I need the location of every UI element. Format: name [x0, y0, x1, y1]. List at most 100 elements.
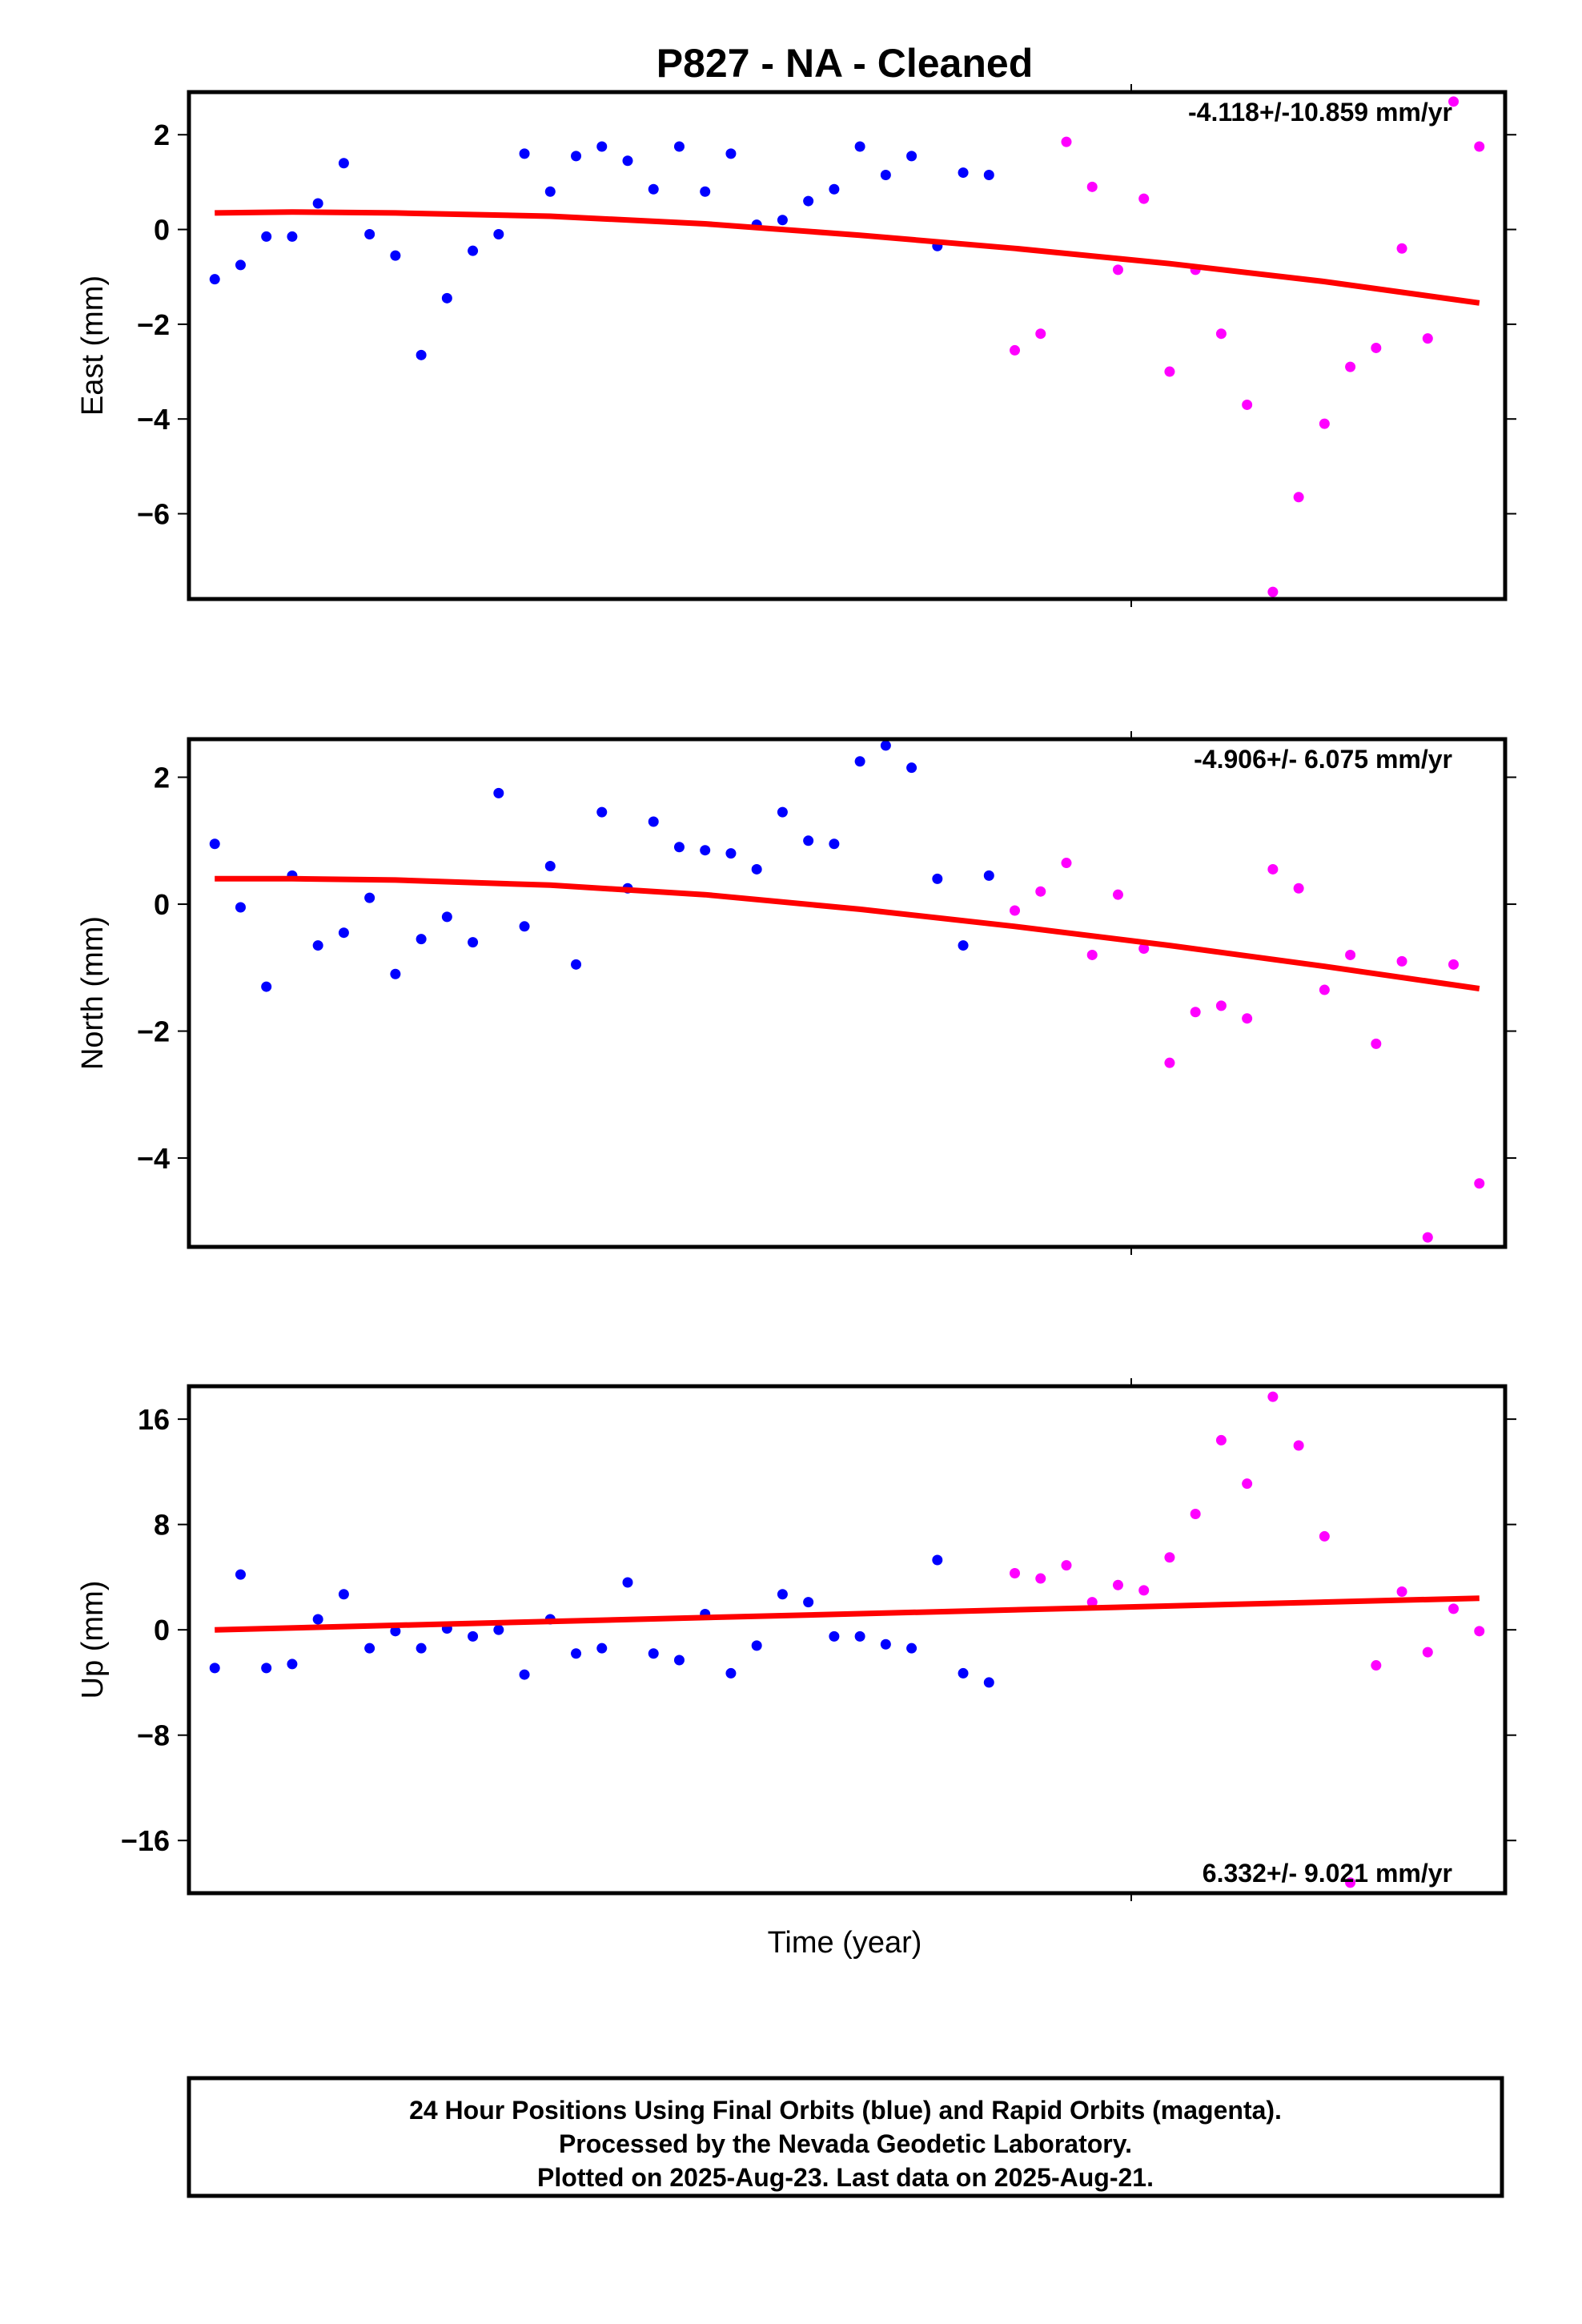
east-final-point	[803, 195, 814, 207]
east-rapid-point	[1061, 136, 1072, 147]
north-rapid-point	[1086, 949, 1098, 960]
up-rapid-point	[1215, 1434, 1227, 1445]
north-points	[209, 740, 1485, 1243]
north-rapid-point	[1293, 883, 1304, 894]
east-rapid-point	[1215, 328, 1227, 340]
east-final-point	[700, 186, 711, 197]
east-final-point	[312, 198, 323, 209]
east-final-point	[209, 274, 220, 285]
north-final-point	[803, 835, 814, 846]
up-final-point	[390, 1626, 401, 1637]
up-rapid-point	[1035, 1573, 1046, 1584]
east-final-point	[571, 151, 582, 162]
north-rapid-point	[1422, 1232, 1433, 1243]
up-rapid-point	[1086, 1597, 1098, 1608]
up-ytick-label: 8	[154, 1509, 170, 1542]
north-y-axis-label: North (mm)	[76, 916, 110, 1070]
up-final-point	[493, 1624, 504, 1635]
up-rapid-point	[1010, 1567, 1021, 1578]
east-rapid-point	[1371, 342, 1382, 353]
east-final-point	[235, 259, 246, 271]
east-final-point	[493, 228, 504, 239]
north-rapid-point	[1061, 858, 1072, 869]
north-final-point	[364, 892, 375, 903]
up-trend-line	[215, 1595, 1480, 1633]
north-rapid-point	[1010, 905, 1021, 916]
up-final-point	[571, 1648, 582, 1659]
east-final-point	[777, 215, 788, 226]
up-rapid-point	[1267, 1391, 1279, 1402]
up-final-point	[958, 1667, 969, 1679]
north-rapid-point	[1474, 1178, 1485, 1189]
east-rapid-point	[1242, 399, 1253, 410]
east-panel: 2 0 −2 −4 −6 East (mm) -4.118+/-10.859 mm/yr	[76, 84, 1516, 607]
north-rapid-point	[1448, 959, 1460, 970]
up-final-point	[906, 1642, 917, 1654]
north-final-point	[441, 911, 452, 923]
up-rapid-point	[1371, 1660, 1382, 1671]
north-final-point	[235, 902, 246, 913]
up-final-point	[287, 1659, 298, 1670]
east-final-point	[390, 250, 401, 261]
footer-line-1: 24 Hour Positions Using Final Orbits (bl…	[409, 2096, 1282, 2125]
up-rapid-point	[1138, 1585, 1150, 1596]
east-frame	[187, 90, 1508, 601]
north-rapid-point	[1396, 955, 1407, 967]
north-final-point	[673, 842, 685, 853]
up-final-point	[622, 1577, 633, 1588]
north-final-point	[544, 861, 556, 871]
up-rapid-point	[1319, 1530, 1330, 1542]
up-final-point	[519, 1669, 530, 1680]
east-final-point	[880, 170, 891, 181]
footer-line-2: Processed by the Nevada Geodetic Laborat…	[559, 2129, 1132, 2158]
north-rapid-point	[1138, 943, 1150, 955]
north-final-point	[390, 968, 401, 979]
north-final-point	[983, 870, 994, 881]
north-rapid-point	[1319, 984, 1330, 995]
up-rapid-point	[1422, 1647, 1433, 1658]
east-trend-line	[215, 209, 1480, 306]
north-ytick-label: −4	[137, 1142, 170, 1175]
east-rapid-point	[1086, 181, 1098, 192]
north-rapid-point	[1164, 1057, 1175, 1068]
north-trend-line	[215, 875, 1480, 991]
north-final-point	[751, 863, 762, 875]
x-axis-label: Time (year)	[768, 1926, 922, 1960]
east-ytick-label: 2	[154, 119, 170, 151]
east-final-point	[338, 158, 349, 169]
north-final-point	[700, 845, 711, 856]
up-rapid-point	[1396, 1586, 1407, 1597]
east-final-point	[544, 186, 556, 197]
chart-title: P827 - NA - Cleaned	[656, 41, 1034, 86]
north-rapid-point	[1215, 1000, 1227, 1011]
up-rapid-point	[1448, 1603, 1460, 1614]
north-final-point	[312, 940, 323, 951]
up-final-point	[751, 1640, 762, 1651]
east-rapid-point	[1138, 193, 1150, 204]
up-final-point	[854, 1630, 865, 1642]
east-rapid-point	[1112, 264, 1123, 275]
up-final-point	[338, 1589, 349, 1600]
up-ytick-label: 16	[138, 1403, 170, 1436]
up-rate-label: 6.332+/- 9.021 mm/yr	[1203, 1859, 1452, 1888]
east-rapid-point	[1345, 361, 1356, 372]
north-final-point	[854, 756, 865, 767]
up-points	[209, 1391, 1485, 1888]
east-final-point	[829, 183, 840, 195]
north-rapid-point	[1371, 1038, 1382, 1049]
north-final-point	[261, 981, 272, 992]
east-rapid-point	[1448, 96, 1460, 107]
north-final-point	[571, 959, 582, 970]
north-final-point	[493, 787, 504, 798]
north-ytick-label: 0	[154, 888, 170, 921]
east-final-point	[906, 151, 917, 162]
up-final-point	[983, 1677, 994, 1688]
up-final-point	[725, 1667, 737, 1679]
east-rapid-point	[1474, 141, 1485, 152]
east-final-point	[441, 292, 452, 304]
up-final-point	[364, 1642, 375, 1654]
up-final-point	[596, 1642, 608, 1654]
north-final-point	[932, 873, 943, 884]
east-final-point	[287, 231, 298, 242]
